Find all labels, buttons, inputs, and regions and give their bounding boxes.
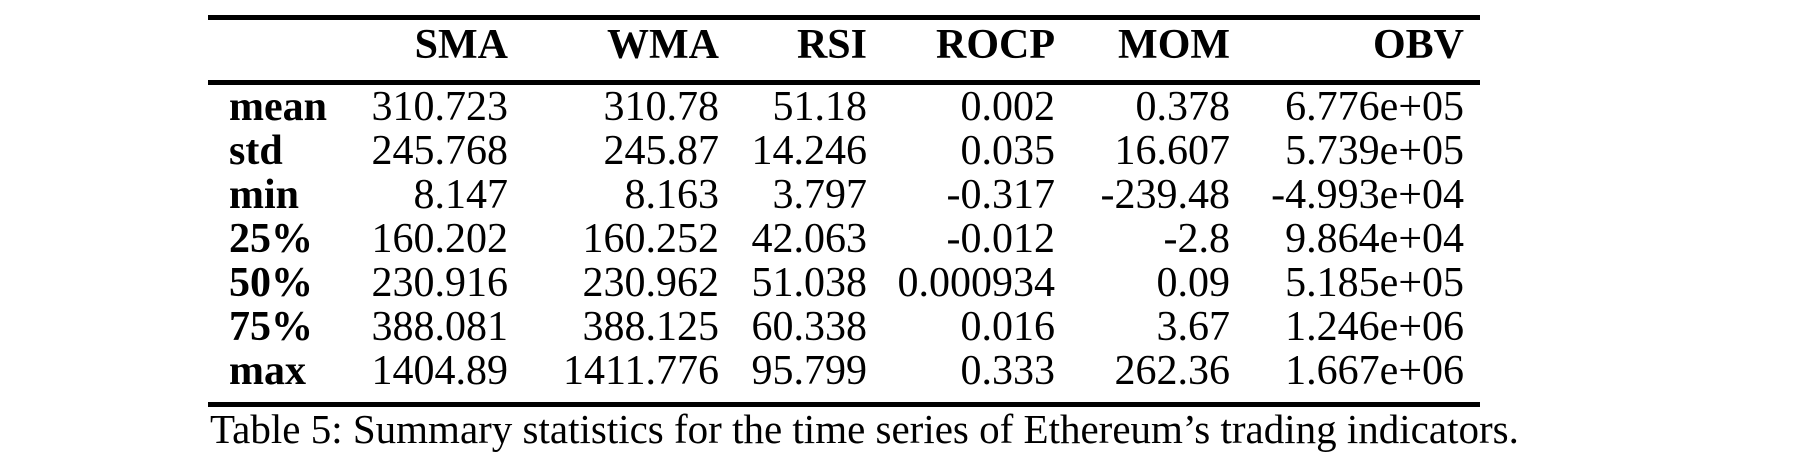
summary-stats-table: SMA WMA RSI ROCP MOM OBV mean 310.723 310.78 51.… [208,15,1480,407]
cell-value: -2.8 [1163,216,1231,262]
cell-value: 51.18 [772,84,868,130]
row-label: 25% [229,216,313,262]
table-row-mean: mean 310.723 310.78 51.18 0.002 0.378 6.776e+0… [208,83,1480,130]
cell-value: 230.916 [371,260,509,306]
cell-value: 8.147 [413,172,509,218]
cell-value: 230.962 [582,260,720,306]
cell-value: 310.723 [371,84,509,130]
cell-value: 0.333 [960,348,1056,394]
cell-value: 6.776e+05 [1285,84,1464,130]
row-label: std [229,128,283,174]
table-header-row: SMA WMA RSI ROCP MOM OBV [208,18,1480,83]
table-row-25pct: 25% 160.202 160.252 42.063 -0.012 -2.8 9.864e+… [208,217,1480,261]
table-row-75pct: 75% 388.081 388.125 60.338 0.016 3.67 1.246e+0… [208,305,1480,349]
cell-value: 160.252 [582,216,720,262]
cell-value: 3.797 [772,172,868,218]
cell-value: 0.378 [1135,84,1231,130]
cell-value: 1.246e+06 [1285,304,1464,350]
row-label: mean [229,84,327,130]
column-header-rocp: ROCP [936,22,1055,68]
cell-value: 51.038 [751,260,868,306]
cell-value: 3.67 [1156,304,1231,350]
cell-value: 0.002 [960,84,1056,130]
cell-value: 0.09 [1156,260,1231,306]
cell-value: -4.993e+04 [1271,172,1464,218]
cell-value: 16.607 [1114,128,1231,174]
row-label: 50% [229,260,313,306]
cell-value: 245.87 [603,128,720,174]
cell-value: -0.012 [946,216,1056,262]
table-caption: Table 5: Summary statistics for the time… [210,406,1519,452]
cell-value: 95.799 [751,348,868,394]
table-row-std: std 245.768 245.87 14.246 0.035 16.607 5.739e+… [208,129,1480,173]
cell-value: 8.163 [624,172,720,218]
cell-value: 245.768 [371,128,509,174]
row-label: max [229,348,306,394]
table-row-max: max 1404.89 1411.776 95.799 0.333 262.36 1.667… [208,349,1480,405]
cell-value: 1411.776 [563,348,719,394]
table-head: SMA WMA RSI ROCP MOM OBV [208,18,1480,83]
cell-value: -0.317 [946,172,1056,218]
corner-cell [208,18,358,83]
cell-value: 5.739e+05 [1285,128,1464,174]
cell-value: 9.864e+04 [1285,216,1464,262]
cell-value: 42.063 [751,216,868,262]
table-row-min: min 8.147 8.163 3.797 -0.317 -239.48 -4.993e+0… [208,173,1480,217]
cell-value: 0.016 [960,304,1056,350]
cell-value: 5.185e+05 [1285,260,1464,306]
column-header-sma: SMA [414,22,508,68]
row-label: min [229,172,300,218]
cell-value: 262.36 [1114,348,1231,394]
cell-value: 160.202 [371,216,509,262]
cell-value: 0.035 [960,128,1056,174]
table-row-50pct: 50% 230.916 230.962 51.038 0.000934 0.09 5.185… [208,261,1480,305]
cell-value: -239.48 [1100,172,1231,218]
cell-value: 60.338 [751,304,868,350]
cell-value: 14.246 [751,128,868,174]
summary-stats-figure: SMA WMA RSI ROCP MOM OBV mean 310.723 310.78 51.… [208,15,1519,451]
cell-value: 310.78 [603,84,720,130]
column-header-rsi: RSI [796,22,867,68]
column-header-obv: OBV [1372,22,1464,68]
column-header-wma: WMA [607,22,719,68]
cell-value: 0.000934 [897,260,1056,306]
cell-value: 388.081 [371,304,509,350]
cell-value: 1404.89 [371,348,509,394]
cell-value: 1.667e+06 [1285,348,1464,394]
cell-value: 388.125 [582,304,720,350]
column-header-mom: MOM [1118,22,1230,68]
table-body: mean 310.723 310.78 51.18 0.002 0.378 6.776e+0… [208,83,1480,405]
row-label: 75% [229,304,313,350]
